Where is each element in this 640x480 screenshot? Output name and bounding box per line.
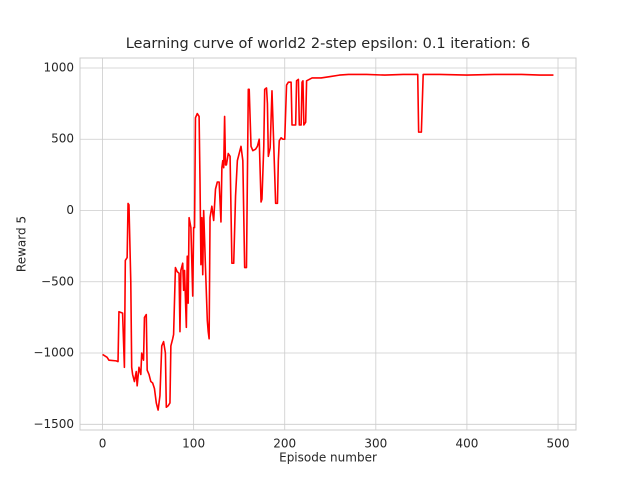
x-tick-label: 400	[455, 437, 478, 451]
x-tick-label: 200	[273, 437, 296, 451]
x-tick-label: 300	[364, 437, 387, 451]
x-tick-label: 500	[547, 437, 570, 451]
y-tick-label: −1500	[33, 417, 74, 431]
line	[102, 73, 554, 411]
y-tick-label: −1000	[33, 346, 74, 360]
x-axis-label: Episode number	[279, 451, 377, 465]
chart-title: Learning curve of world2 2-step epsilon:…	[126, 36, 531, 52]
x-tick-label: 0	[99, 437, 107, 451]
y-tick-label: 1000	[43, 60, 74, 74]
x-tick-label: 100	[182, 437, 205, 451]
y-tick-label: 500	[51, 132, 74, 146]
plot-frame	[79, 57, 577, 431]
y-tick-label: −500	[41, 274, 74, 288]
y-axis-label: Reward 5	[15, 216, 29, 272]
y-tick-label: 0	[66, 203, 74, 217]
plot	[102, 73, 554, 411]
